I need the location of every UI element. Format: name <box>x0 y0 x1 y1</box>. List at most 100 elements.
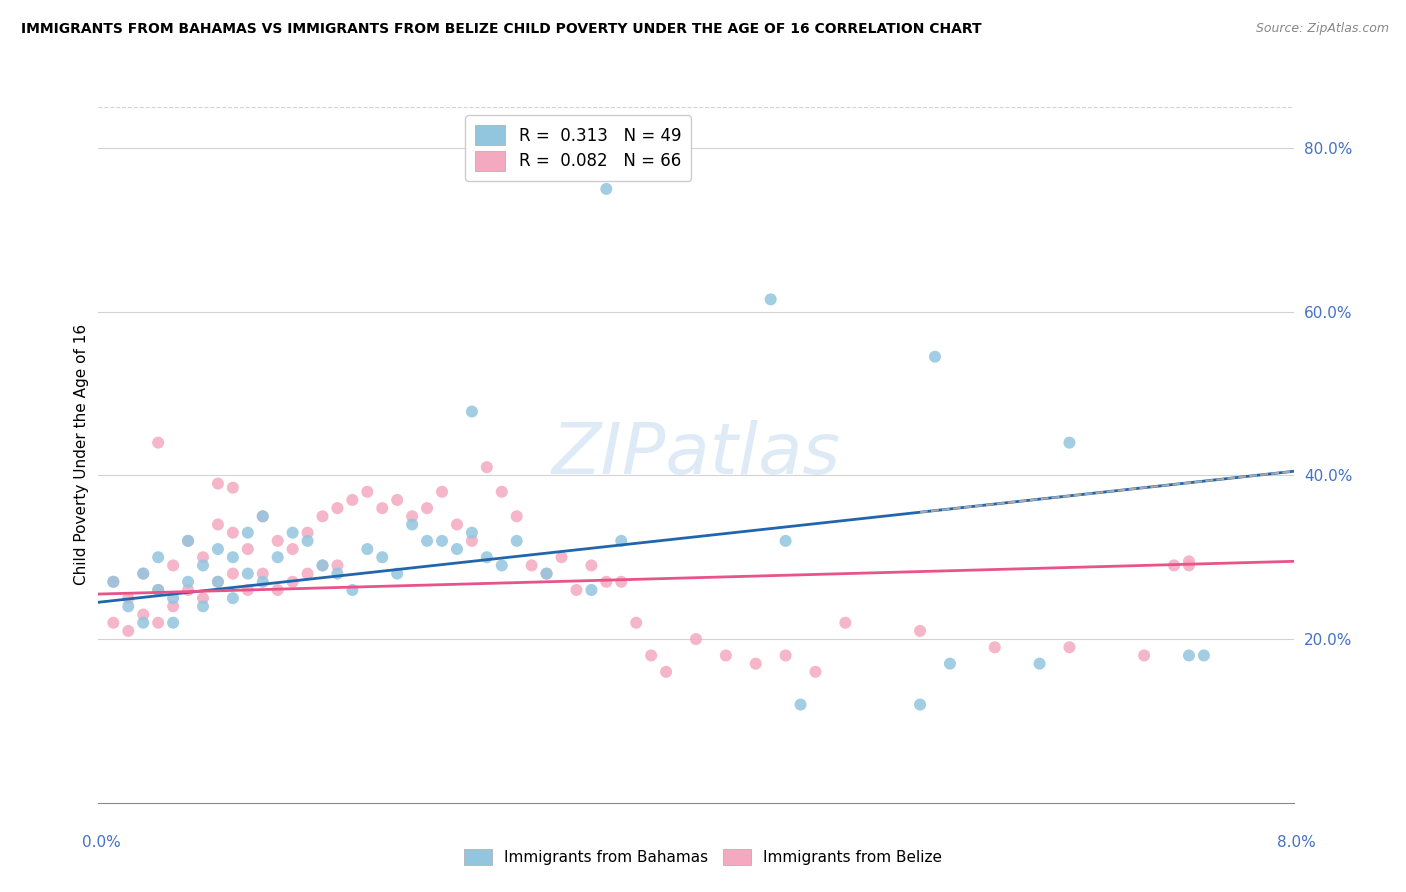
Point <box>207 476 229 491</box>
Point <box>908 624 931 638</box>
Point <box>281 525 304 540</box>
Legend: R =  0.313   N = 49, R =  0.082   N = 66: R = 0.313 N = 49, R = 0.082 N = 66 <box>465 115 692 180</box>
Point <box>191 558 214 573</box>
Point <box>311 558 333 573</box>
Point <box>326 558 349 573</box>
Point <box>610 574 633 589</box>
Point <box>536 566 558 581</box>
Point <box>103 615 125 630</box>
Point <box>581 582 603 597</box>
Point <box>252 566 274 581</box>
Point <box>430 484 453 499</box>
Text: 8.0%: 8.0% <box>1277 836 1316 850</box>
Point <box>446 542 468 557</box>
Point <box>148 550 170 565</box>
Point <box>775 648 797 663</box>
Point <box>236 542 259 557</box>
Point <box>685 632 707 646</box>
Point <box>371 550 394 565</box>
Point <box>132 566 155 581</box>
Text: ZIPatlas: ZIPatlas <box>551 420 841 490</box>
Point <box>207 517 229 532</box>
Point <box>103 574 125 589</box>
Point <box>117 599 139 614</box>
Point <box>342 492 364 507</box>
Point <box>132 615 155 630</box>
Point <box>311 509 333 524</box>
Point <box>1163 558 1185 573</box>
Point <box>461 525 484 540</box>
Point <box>401 517 423 532</box>
Point <box>177 533 200 548</box>
Point <box>550 550 572 565</box>
Point <box>191 599 214 614</box>
Point <box>222 481 245 495</box>
Point <box>624 615 647 630</box>
Point <box>789 698 811 712</box>
Point <box>222 550 245 565</box>
Point <box>191 550 214 565</box>
Point <box>461 404 484 418</box>
Point <box>177 533 200 548</box>
Point <box>506 533 529 548</box>
Point <box>1178 554 1201 568</box>
Point <box>655 665 678 679</box>
Point <box>207 542 229 557</box>
Point <box>804 665 827 679</box>
Point <box>297 566 319 581</box>
Point <box>252 509 274 524</box>
Point <box>939 657 962 671</box>
Point <box>148 435 170 450</box>
Point <box>430 533 453 548</box>
Point <box>775 533 797 548</box>
Point <box>1133 648 1156 663</box>
Point <box>983 640 1005 655</box>
Point <box>759 293 782 307</box>
Point <box>1028 657 1050 671</box>
Point <box>385 492 409 507</box>
Point <box>491 558 513 573</box>
Point <box>162 558 184 573</box>
Point <box>297 525 319 540</box>
Point <box>267 533 290 548</box>
Point <box>281 542 304 557</box>
Point <box>132 566 155 581</box>
Point <box>924 350 946 364</box>
Point <box>1178 558 1201 573</box>
Text: IMMIGRANTS FROM BAHAMAS VS IMMIGRANTS FROM BELIZE CHILD POVERTY UNDER THE AGE OF: IMMIGRANTS FROM BAHAMAS VS IMMIGRANTS FR… <box>21 22 981 37</box>
Point <box>162 615 184 630</box>
Text: 0.0%: 0.0% <box>82 836 121 850</box>
Point <box>461 533 484 548</box>
Point <box>595 574 617 589</box>
Y-axis label: Child Poverty Under the Age of 16: Child Poverty Under the Age of 16 <box>75 325 89 585</box>
Point <box>103 574 125 589</box>
Legend: Immigrants from Bahamas, Immigrants from Belize: Immigrants from Bahamas, Immigrants from… <box>458 843 948 871</box>
Point <box>475 550 498 565</box>
Point <box>267 550 290 565</box>
Point <box>908 698 931 712</box>
Point <box>1059 435 1081 450</box>
Point <box>595 182 617 196</box>
Point <box>132 607 155 622</box>
Point <box>401 509 423 524</box>
Point <box>416 501 439 516</box>
Point <box>222 591 245 606</box>
Point <box>356 542 378 557</box>
Point <box>311 558 333 573</box>
Point <box>834 615 856 630</box>
Point <box>446 517 468 532</box>
Point <box>148 582 170 597</box>
Point <box>191 591 214 606</box>
Point <box>475 460 498 475</box>
Point <box>581 558 603 573</box>
Point <box>236 582 259 597</box>
Text: Source: ZipAtlas.com: Source: ZipAtlas.com <box>1256 22 1389 36</box>
Point <box>356 484 378 499</box>
Point <box>1059 640 1081 655</box>
Point <box>236 525 259 540</box>
Point <box>252 509 274 524</box>
Point <box>491 484 513 499</box>
Point <box>610 533 633 548</box>
Point <box>536 566 558 581</box>
Point <box>148 615 170 630</box>
